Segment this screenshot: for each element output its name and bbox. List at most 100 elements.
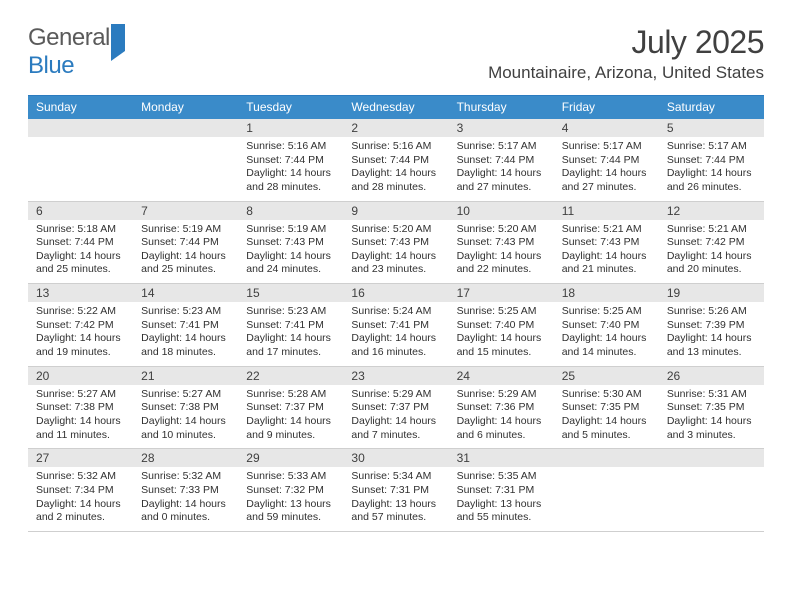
sunrise-text: Sunrise: 5:16 AM: [246, 140, 335, 154]
sunset-text: Sunset: 7:41 PM: [141, 319, 230, 333]
day-number: [554, 449, 659, 467]
day-cell: 25Sunrise: 5:30 AMSunset: 7:35 PMDayligh…: [554, 367, 659, 449]
day-cell: 23Sunrise: 5:29 AMSunset: 7:37 PMDayligh…: [343, 367, 448, 449]
sunset-text: Sunset: 7:31 PM: [351, 484, 440, 498]
sunrise-text: Sunrise: 5:32 AM: [36, 470, 125, 484]
daylight-text: Daylight: 14 hours and 7 minutes.: [351, 415, 440, 442]
sunrise-text: Sunrise: 5:25 AM: [562, 305, 651, 319]
logo-text: General Blue: [28, 24, 125, 80]
sunset-text: Sunset: 7:32 PM: [246, 484, 335, 498]
day-body: Sunrise: 5:35 AMSunset: 7:31 PMDaylight:…: [449, 467, 554, 531]
sunset-text: Sunset: 7:31 PM: [457, 484, 546, 498]
day-body: [133, 137, 238, 195]
empty-cell: [554, 449, 659, 531]
logo-word2: Blue: [28, 52, 74, 79]
day-body: Sunrise: 5:17 AMSunset: 7:44 PMDaylight:…: [449, 137, 554, 201]
sunrise-text: Sunrise: 5:23 AM: [141, 305, 230, 319]
day-cell: 31Sunrise: 5:35 AMSunset: 7:31 PMDayligh…: [449, 449, 554, 531]
day-body: Sunrise: 5:29 AMSunset: 7:37 PMDaylight:…: [343, 385, 448, 449]
day-cell: 6Sunrise: 5:18 AMSunset: 7:44 PMDaylight…: [28, 202, 133, 284]
day-cell: 27Sunrise: 5:32 AMSunset: 7:34 PMDayligh…: [28, 449, 133, 531]
day-body: Sunrise: 5:22 AMSunset: 7:42 PMDaylight:…: [28, 302, 133, 366]
day-cell: 12Sunrise: 5:21 AMSunset: 7:42 PMDayligh…: [659, 202, 764, 284]
day-number: 16: [343, 284, 448, 302]
sunset-text: Sunset: 7:44 PM: [457, 154, 546, 168]
daylight-text: Daylight: 14 hours and 23 minutes.: [351, 250, 440, 277]
day-body: Sunrise: 5:28 AMSunset: 7:37 PMDaylight:…: [238, 385, 343, 449]
day-body: Sunrise: 5:24 AMSunset: 7:41 PMDaylight:…: [343, 302, 448, 366]
daylight-text: Daylight: 14 hours and 19 minutes.: [36, 332, 125, 359]
logo: General Blue: [28, 24, 125, 80]
day-number: [28, 119, 133, 137]
sunrise-text: Sunrise: 5:27 AM: [36, 388, 125, 402]
sunset-text: Sunset: 7:37 PM: [351, 401, 440, 415]
day-body: Sunrise: 5:17 AMSunset: 7:44 PMDaylight:…: [554, 137, 659, 201]
daylight-text: Daylight: 14 hours and 21 minutes.: [562, 250, 651, 277]
sunset-text: Sunset: 7:43 PM: [351, 236, 440, 250]
sunset-text: Sunset: 7:42 PM: [667, 236, 756, 250]
daylight-text: Daylight: 14 hours and 26 minutes.: [667, 167, 756, 194]
week-row: 20Sunrise: 5:27 AMSunset: 7:38 PMDayligh…: [28, 367, 764, 450]
day-number: 10: [449, 202, 554, 220]
week-row: 1Sunrise: 5:16 AMSunset: 7:44 PMDaylight…: [28, 119, 764, 202]
week-row: 6Sunrise: 5:18 AMSunset: 7:44 PMDaylight…: [28, 202, 764, 285]
sunrise-text: Sunrise: 5:23 AM: [246, 305, 335, 319]
day-body: [659, 467, 764, 525]
sunset-text: Sunset: 7:43 PM: [562, 236, 651, 250]
day-body: Sunrise: 5:23 AMSunset: 7:41 PMDaylight:…: [238, 302, 343, 366]
day-cell: 7Sunrise: 5:19 AMSunset: 7:44 PMDaylight…: [133, 202, 238, 284]
sunrise-text: Sunrise: 5:35 AM: [457, 470, 546, 484]
daylight-text: Daylight: 14 hours and 27 minutes.: [457, 167, 546, 194]
empty-cell: [28, 119, 133, 201]
day-body: Sunrise: 5:34 AMSunset: 7:31 PMDaylight:…: [343, 467, 448, 531]
week-row: 27Sunrise: 5:32 AMSunset: 7:34 PMDayligh…: [28, 449, 764, 532]
day-cell: 9Sunrise: 5:20 AMSunset: 7:43 PMDaylight…: [343, 202, 448, 284]
daylight-text: Daylight: 14 hours and 27 minutes.: [562, 167, 651, 194]
sunrise-text: Sunrise: 5:21 AM: [562, 223, 651, 237]
sunset-text: Sunset: 7:39 PM: [667, 319, 756, 333]
sunrise-text: Sunrise: 5:29 AM: [457, 388, 546, 402]
empty-cell: [659, 449, 764, 531]
sunset-text: Sunset: 7:43 PM: [246, 236, 335, 250]
sunrise-text: Sunrise: 5:25 AM: [457, 305, 546, 319]
daylight-text: Daylight: 14 hours and 25 minutes.: [36, 250, 125, 277]
day-body: Sunrise: 5:25 AMSunset: 7:40 PMDaylight:…: [554, 302, 659, 366]
sunset-text: Sunset: 7:44 PM: [141, 236, 230, 250]
daylight-text: Daylight: 14 hours and 10 minutes.: [141, 415, 230, 442]
day-cell: 26Sunrise: 5:31 AMSunset: 7:35 PMDayligh…: [659, 367, 764, 449]
day-body: Sunrise: 5:23 AMSunset: 7:41 PMDaylight:…: [133, 302, 238, 366]
day-cell: 4Sunrise: 5:17 AMSunset: 7:44 PMDaylight…: [554, 119, 659, 201]
daylight-text: Daylight: 14 hours and 16 minutes.: [351, 332, 440, 359]
sunrise-text: Sunrise: 5:17 AM: [667, 140, 756, 154]
day-number: 22: [238, 367, 343, 385]
sunrise-text: Sunrise: 5:30 AM: [562, 388, 651, 402]
day-number: 25: [554, 367, 659, 385]
week-row: 13Sunrise: 5:22 AMSunset: 7:42 PMDayligh…: [28, 284, 764, 367]
daylight-text: Daylight: 13 hours and 59 minutes.: [246, 498, 335, 525]
day-cell: 17Sunrise: 5:25 AMSunset: 7:40 PMDayligh…: [449, 284, 554, 366]
day-body: Sunrise: 5:21 AMSunset: 7:42 PMDaylight:…: [659, 220, 764, 284]
day-body: [554, 467, 659, 525]
day-cell: 18Sunrise: 5:25 AMSunset: 7:40 PMDayligh…: [554, 284, 659, 366]
title-block: July 2025 Mountainaire, Arizona, United …: [488, 24, 764, 83]
dayhead: Wednesday: [343, 96, 448, 119]
day-body: Sunrise: 5:32 AMSunset: 7:33 PMDaylight:…: [133, 467, 238, 531]
day-cell: 2Sunrise: 5:16 AMSunset: 7:44 PMDaylight…: [343, 119, 448, 201]
day-number: 29: [238, 449, 343, 467]
day-body: Sunrise: 5:33 AMSunset: 7:32 PMDaylight:…: [238, 467, 343, 531]
logo-word1: General: [28, 24, 110, 51]
sunset-text: Sunset: 7:44 PM: [246, 154, 335, 168]
day-number: 5: [659, 119, 764, 137]
day-number: 9: [343, 202, 448, 220]
daylight-text: Daylight: 14 hours and 20 minutes.: [667, 250, 756, 277]
dayhead: Thursday: [449, 96, 554, 119]
sunset-text: Sunset: 7:40 PM: [457, 319, 546, 333]
day-cell: 8Sunrise: 5:19 AMSunset: 7:43 PMDaylight…: [238, 202, 343, 284]
day-number: [133, 119, 238, 137]
empty-cell: [133, 119, 238, 201]
day-body: Sunrise: 5:16 AMSunset: 7:44 PMDaylight:…: [343, 137, 448, 201]
day-body: Sunrise: 5:18 AMSunset: 7:44 PMDaylight:…: [28, 220, 133, 284]
daylight-text: Daylight: 14 hours and 25 minutes.: [141, 250, 230, 277]
day-number: 19: [659, 284, 764, 302]
day-cell: 15Sunrise: 5:23 AMSunset: 7:41 PMDayligh…: [238, 284, 343, 366]
